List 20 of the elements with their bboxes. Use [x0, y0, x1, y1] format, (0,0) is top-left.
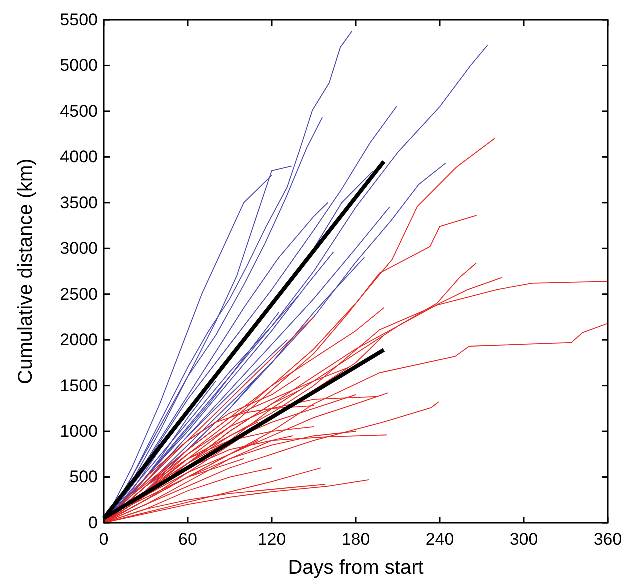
y-tick-label: 500	[70, 468, 98, 487]
x-tick-label: 360	[594, 530, 622, 550]
y-tick-label: 0	[88, 513, 98, 532]
x-tick-label: 120	[258, 530, 286, 550]
x-axis-title: Days from start	[288, 557, 424, 579]
x-tick-label: 300	[510, 530, 538, 550]
y-tick-label: 1000	[60, 422, 98, 441]
y-tick-label: 4500	[60, 102, 98, 121]
y-axis-title: Cumulative distance (km)	[15, 158, 37, 384]
y-tick-label: 3000	[60, 239, 98, 258]
y-tick-label: 5000	[60, 56, 98, 76]
x-tick-label: 240	[426, 530, 454, 550]
x-tick-label: 180	[342, 530, 370, 550]
y-tick-label: 2000	[60, 330, 98, 350]
y-tick-label: 1500	[60, 376, 98, 396]
y-tick-label: 4000	[60, 148, 98, 167]
x-tick-label: 60	[178, 530, 198, 550]
y-tick-label: 5500	[60, 10, 98, 30]
y-tick-label: 2500	[60, 284, 98, 304]
y-tick-label: 3500	[60, 193, 98, 212]
